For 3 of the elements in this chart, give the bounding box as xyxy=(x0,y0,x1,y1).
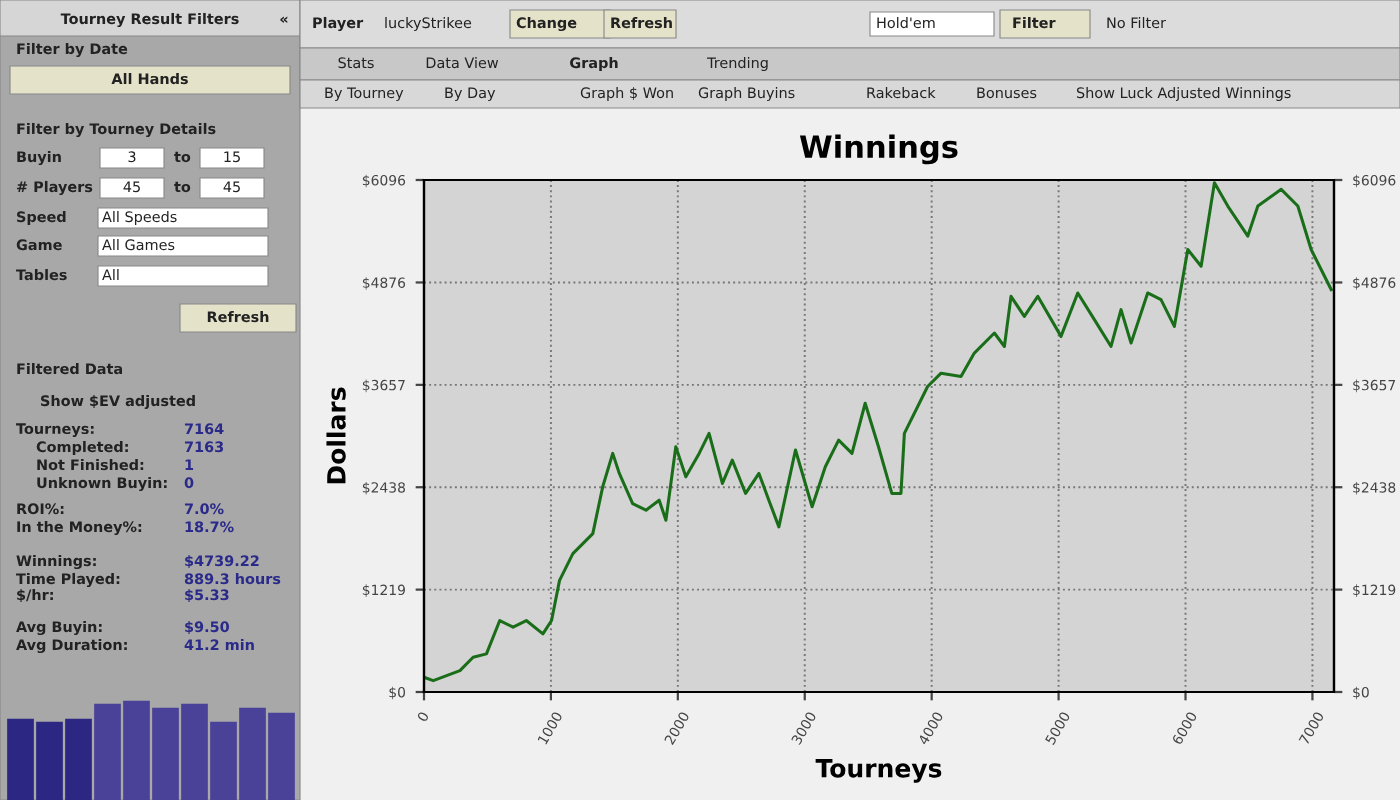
chart-title: Winnings xyxy=(799,134,958,165)
x-axis-title: Tourneys xyxy=(815,759,942,783)
y-axis-title: Dollars xyxy=(326,387,346,484)
